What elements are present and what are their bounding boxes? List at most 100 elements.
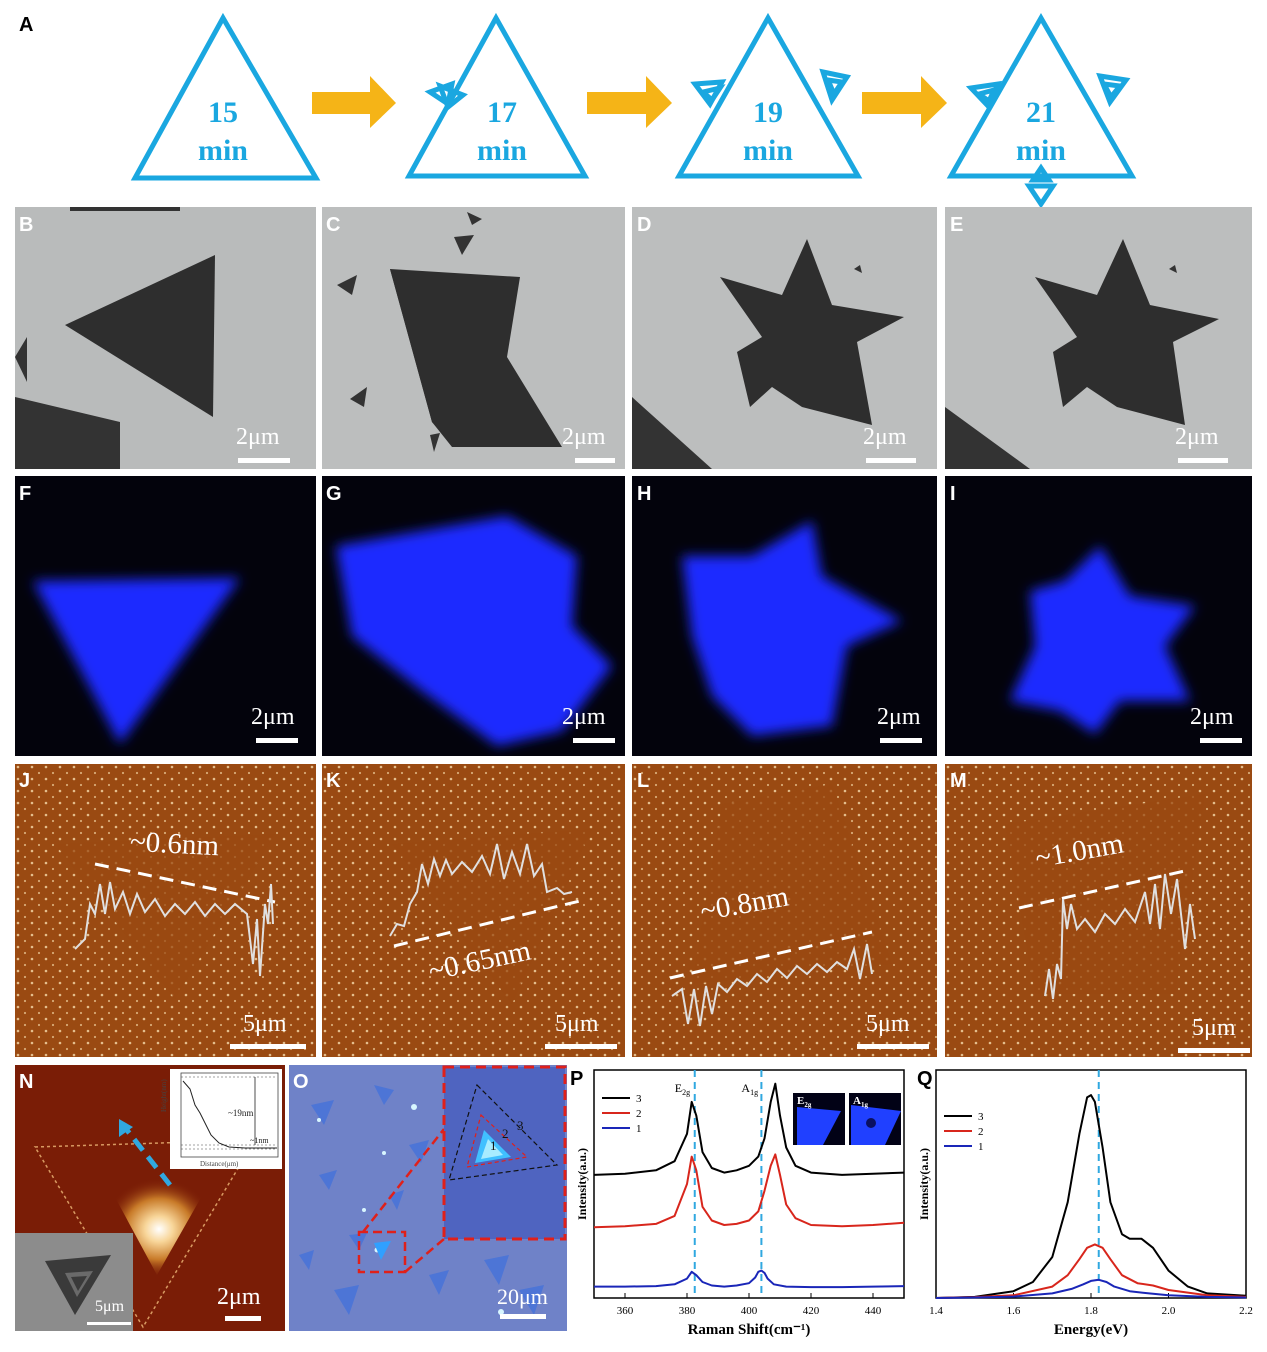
optical-image-o <box>289 1065 567 1331</box>
x-tick-label-2: 1.8 <box>1084 1305 1098 1317</box>
scale-label-n-inset: 5μm <box>95 1298 125 1315</box>
pl-map-g <box>322 476 625 756</box>
height-profile-l <box>671 943 873 1027</box>
inset-xlabel: Distance(μm) <box>200 1160 239 1168</box>
scale-bar-j <box>230 1044 306 1049</box>
secondary-triangle-21-left <box>965 80 1003 111</box>
inset-sem <box>15 1233 133 1331</box>
panel-label-m: M <box>950 770 967 792</box>
panel-label-d: D <box>637 214 652 236</box>
x-tick-label-1: 1.6 <box>1007 1305 1021 1317</box>
height-profile-inset <box>170 1069 282 1169</box>
series-line-3 <box>593 1082 905 1176</box>
raman-inset-e2g-label: E2g <box>797 1095 812 1110</box>
x-tick-label-0: 1.4 <box>929 1305 943 1317</box>
sem-image-c <box>322 207 625 469</box>
secondary-triangle-19-left <box>690 79 727 109</box>
scale-label-f: 2μm <box>251 704 295 730</box>
step-2-num: 17 <box>487 96 517 129</box>
inset-ylabel: Height(nm) <box>160 1079 168 1112</box>
scale-bar-n <box>225 1316 261 1321</box>
panel-label-k: K <box>326 770 341 792</box>
scale-label-h: 2μm <box>877 704 921 730</box>
panel-label-n: N <box>19 1071 34 1093</box>
scale-label-m: 5μm <box>1192 1015 1236 1041</box>
series-line-1 <box>935 1278 1247 1299</box>
scale-bar-m <box>1178 1048 1250 1053</box>
scale-bar-f <box>256 738 298 743</box>
afm-image-m <box>945 764 1252 1057</box>
step-1-num: 15 <box>208 96 238 129</box>
arrow-1 <box>312 76 396 128</box>
triangle-21min <box>946 12 1137 179</box>
panel-label-a: A <box>19 14 34 36</box>
o-region-1: 1 <box>490 1138 497 1153</box>
legend-label-2: 2 <box>636 1108 642 1120</box>
step-3-num: 19 <box>753 96 783 129</box>
o-region-2: 2 <box>502 1126 509 1141</box>
step-1-unit: min <box>198 134 248 167</box>
scale-label-j: 5μm <box>243 1011 287 1037</box>
peak-annotation-0: E2g <box>675 1081 690 1097</box>
panel-label-g: G <box>326 483 342 505</box>
scale-label-o: 20μm <box>497 1284 548 1309</box>
panel-label-h: H <box>637 483 652 505</box>
arrow-3 <box>862 76 947 128</box>
scale-label-c: 2μm <box>562 424 606 450</box>
x-tick-label-4: 440 <box>865 1305 882 1317</box>
series-line-3 <box>935 1094 1247 1299</box>
series-line-2 <box>935 1243 1247 1299</box>
afm-image-k <box>322 764 625 1057</box>
scale-bar-h <box>880 738 922 743</box>
y-axis-label: Intensity(a.u.) <box>575 1148 589 1220</box>
scale-bar-n-inset <box>87 1322 131 1325</box>
pl-map-i <box>945 476 1252 756</box>
scale-label-e: 2μm <box>1175 424 1219 450</box>
x-tick-label-4: 2.2 <box>1239 1305 1253 1317</box>
plot-frame <box>935 1069 1247 1299</box>
secondary-triangle-17-left <box>424 80 468 112</box>
raman-inset-a1g-label: A1g <box>853 1095 868 1110</box>
scale-bar-l <box>857 1044 929 1049</box>
inset-height-19nm: ~19nm <box>228 1108 254 1118</box>
panel-label-i: I <box>950 483 956 505</box>
o-region-3: 3 <box>517 1118 524 1133</box>
x-tick-label-1: 380 <box>679 1305 696 1317</box>
height-profile-m <box>1044 873 1196 1000</box>
raman-inset-e2g: E2g <box>793 1093 845 1145</box>
x-tick-label-3: 420 <box>803 1305 820 1317</box>
scale-label-k: 5μm <box>555 1011 599 1037</box>
scale-label-i: 2μm <box>1190 704 1234 730</box>
height-profile-k <box>389 843 573 937</box>
arrow-2 <box>587 76 672 128</box>
panel-label-j: J <box>19 770 31 792</box>
sem-image-b <box>15 207 316 469</box>
inset-height-1nm: ~1nm <box>250 1136 269 1145</box>
secondary-triangle-19-right <box>819 68 852 106</box>
triangle-17min <box>404 12 590 179</box>
triangle-15min <box>130 12 321 181</box>
panel-label-e: E <box>950 214 964 236</box>
raman-inset-maps: E2g A1g <box>793 1093 901 1145</box>
scale-bar-e <box>1178 458 1228 463</box>
scale-bar-d <box>866 458 916 463</box>
afm-image-j <box>15 764 316 1057</box>
step-4-unit: min <box>1016 134 1066 167</box>
raman-inset-a1g: A1g <box>849 1093 901 1145</box>
sem-image-e <box>945 207 1252 469</box>
scale-label-n: 2μm <box>217 1284 261 1310</box>
x-axis-label: Energy(eV) <box>1054 1322 1128 1338</box>
afm-image-n <box>15 1065 285 1331</box>
panel-label-l: L <box>637 770 650 792</box>
height-profile-j <box>74 881 274 977</box>
x-axis-label: Raman Shift(cm⁻¹) <box>688 1322 811 1338</box>
scale-bar-b <box>238 458 290 463</box>
scale-bar-c <box>575 458 615 463</box>
panel-label-o: O <box>293 1071 309 1093</box>
panel-label-c: C <box>326 214 341 236</box>
step-3-unit: min <box>743 134 793 167</box>
scale-label-b: 2μm <box>236 424 280 450</box>
x-tick-label-3: 2.0 <box>1162 1305 1176 1317</box>
sem-image-d <box>632 207 937 469</box>
afm-height-j: ~0.6nm <box>129 825 220 863</box>
